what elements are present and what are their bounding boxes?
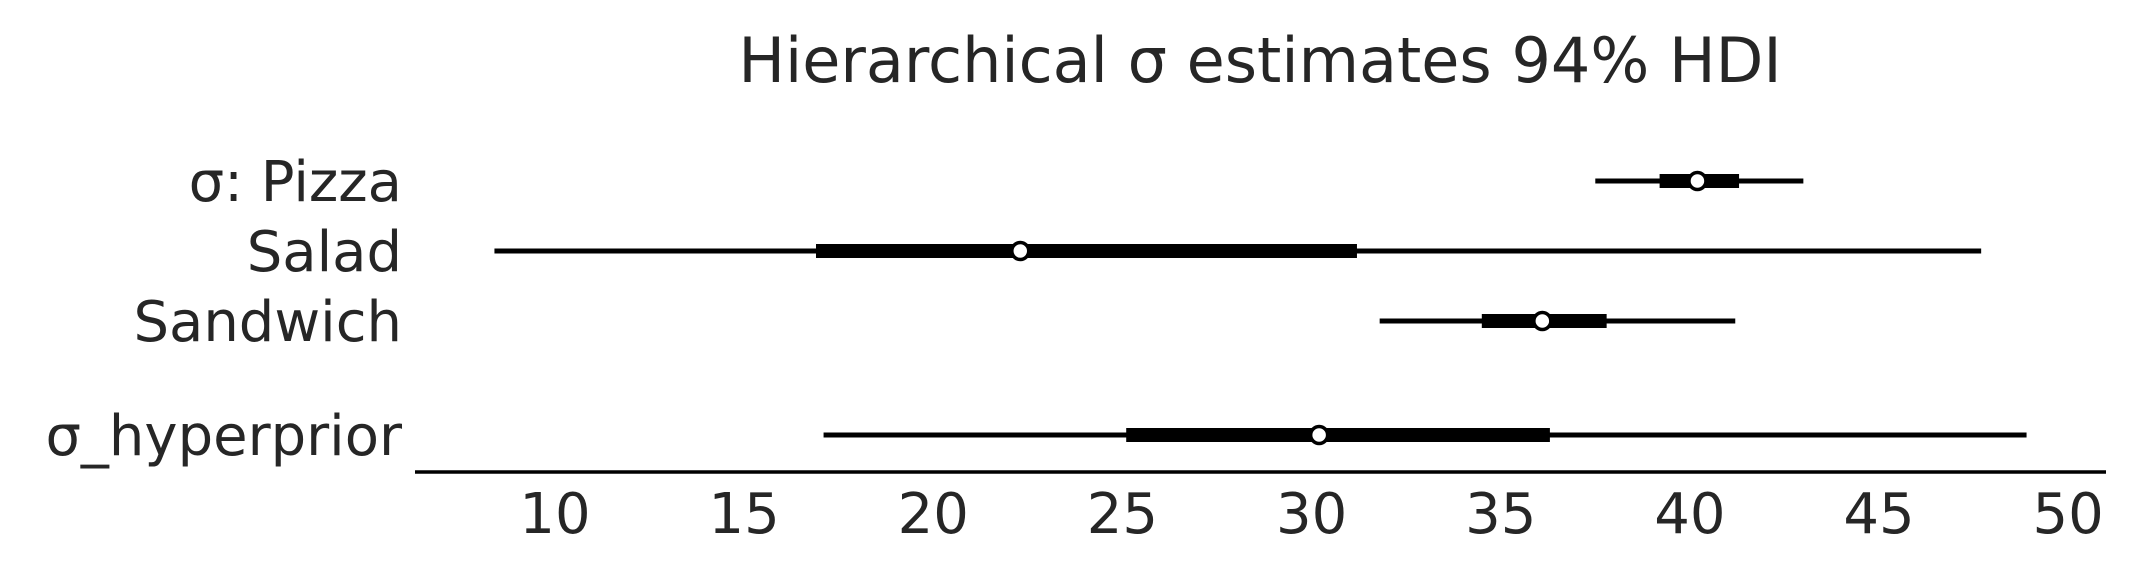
row-label: σ: Pizza xyxy=(189,150,402,215)
x-tick-label: 35 xyxy=(1465,482,1536,547)
forest-row: Sandwich xyxy=(133,290,1736,355)
x-axis-ticks: 10 15 20 25 30 35 40 45 50 xyxy=(519,482,2103,547)
forest-row: Salad xyxy=(247,220,1982,285)
row-label: Salad xyxy=(247,220,402,285)
point-estimate-marker xyxy=(1687,170,1708,192)
row-label: σ_hyperprior xyxy=(45,404,403,469)
x-tick-label: 50 xyxy=(2033,482,2104,547)
x-tick-label: 15 xyxy=(708,482,779,547)
point-estimate-marker xyxy=(1010,240,1031,262)
row-label: Sandwich xyxy=(133,290,402,355)
point-estimate-marker xyxy=(1308,424,1330,446)
chart-title: Hierarchical σ estimates 94% HDI xyxy=(738,24,1781,97)
x-tick-label: 20 xyxy=(898,482,969,547)
x-tick-label: 30 xyxy=(1276,482,1347,547)
x-tick-label: 40 xyxy=(1654,482,1725,547)
point-estimate-marker xyxy=(1532,310,1553,332)
forest-row: σ: Pizza xyxy=(189,150,1804,215)
x-tick-label: 45 xyxy=(1843,482,1914,547)
x-tick-label: 10 xyxy=(519,482,590,547)
forest-row: σ_hyperprior xyxy=(45,404,2027,469)
x-tick-label: 25 xyxy=(1087,482,1158,547)
